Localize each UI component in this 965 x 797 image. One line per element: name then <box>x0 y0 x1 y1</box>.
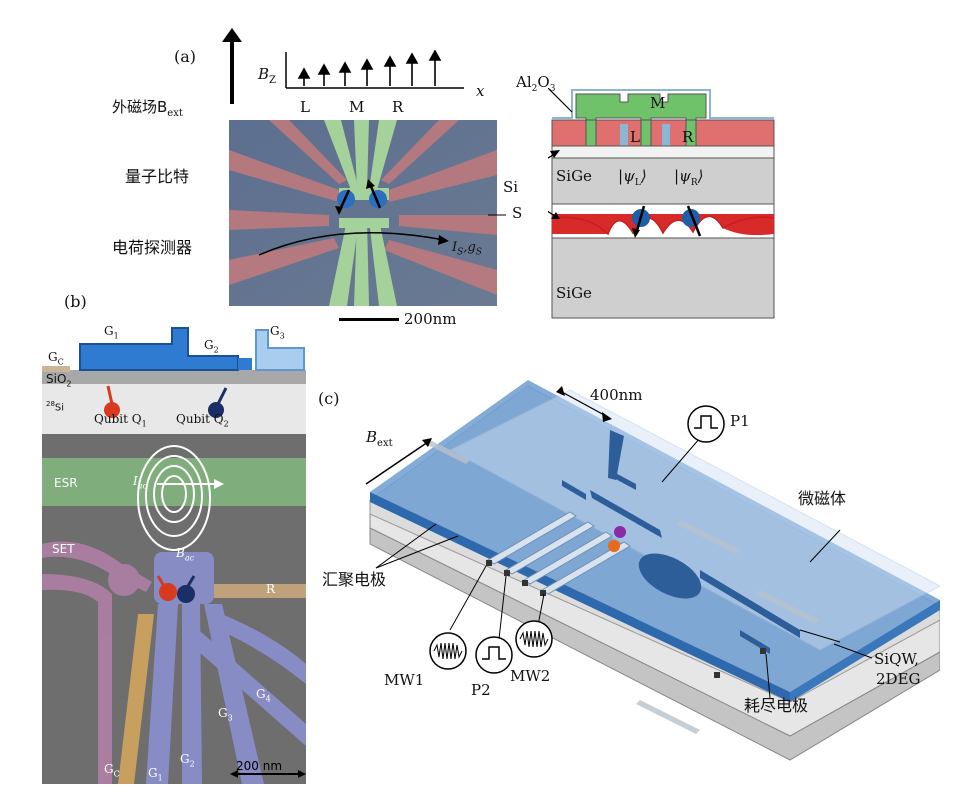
g1-label: G1 <box>104 324 119 341</box>
panel-c-label: (c) <box>318 389 340 408</box>
cross-r-label: R <box>682 128 694 146</box>
depletion-gate-label: 耗尽电极 <box>744 696 809 715</box>
panel-b-label: (b) <box>64 292 87 311</box>
g1-bottom-label: G1 <box>148 766 163 783</box>
p2-label: P2 <box>471 681 491 699</box>
scale-label-a: 200nm <box>404 310 457 328</box>
esr-label: ESR <box>54 476 78 490</box>
bext-label: 外磁场Bext <box>112 98 183 119</box>
cross-m-label: M <box>650 94 666 112</box>
qubit-q1-label: Qubit Q1 <box>94 412 147 429</box>
p1-label: P1 <box>730 412 750 430</box>
s-label: S <box>512 204 523 222</box>
qubit-q2-label: Qubit Q2 <box>176 412 229 429</box>
cross-section-a <box>548 88 775 319</box>
sem-image-a <box>229 120 497 306</box>
x-axis-label: x <box>476 82 485 100</box>
mw1-label: MW1 <box>384 671 425 689</box>
qubit-label: 量子比特 <box>125 167 190 186</box>
mw2-label: MW2 <box>510 667 551 685</box>
set-label: SET <box>52 542 75 556</box>
siqw-label: SiQW, <box>874 650 919 668</box>
si-label: Si <box>503 178 519 196</box>
cross-l-label: L <box>630 128 640 146</box>
psi-r-label: |ψR⟩ <box>674 167 704 188</box>
microwave-icon-mw2 <box>515 620 553 658</box>
si28-label: 28Si <box>46 400 65 414</box>
sige-bottom-label: SiGe <box>556 284 592 302</box>
siqw-pointer <box>833 643 873 659</box>
g2-label: G2 <box>204 338 219 355</box>
sige-top-label: SiGe <box>556 167 592 185</box>
microwave-icon-mw1 <box>429 632 467 670</box>
r-gate-label: R <box>266 582 276 596</box>
label-l: L <box>300 98 310 116</box>
device-cross-section-b <box>42 327 306 434</box>
sem-image-b <box>42 434 306 784</box>
bz-axis <box>285 50 464 89</box>
bext-label-c: Bext <box>366 428 393 449</box>
device-3d-c <box>365 380 940 761</box>
s-pointer <box>488 214 506 216</box>
sio2-label: SiO2 <box>46 372 72 389</box>
psi-l-label: |ψL⟩ <box>618 167 647 188</box>
twodeg-label: 2DEG <box>876 670 921 688</box>
g3-label: G3 <box>270 324 285 341</box>
pulse-icon-p1 <box>687 405 725 443</box>
gate-electrode-label: 汇聚电极 <box>322 570 387 589</box>
ls-gs-label: IS,gS <box>452 240 482 258</box>
gc-bottom-label: GC <box>104 762 120 779</box>
g4-bottom-label: G4 <box>256 687 271 704</box>
panel-a-label: (a) <box>174 47 197 66</box>
al2o3-label: Al2O3 <box>516 73 556 94</box>
scale-label-b: 200 nm <box>236 759 283 773</box>
label-r: R <box>392 98 404 116</box>
bext-arrow <box>222 28 242 104</box>
g3-bottom-label: G3 <box>218 706 233 723</box>
micromagnet-label: 微磁体 <box>798 489 847 508</box>
label-m: M <box>349 98 365 116</box>
bac-label: Bac <box>176 546 195 563</box>
g2-bottom-label: G2 <box>180 752 195 769</box>
scale-label-c: 400nm <box>590 386 643 404</box>
charge-detector-label: 电荷探测器 <box>112 238 193 257</box>
scale-bar-a <box>339 318 399 321</box>
gc-label: GC <box>48 350 64 367</box>
pulse-icon-p2 <box>475 636 513 674</box>
iac-label: Iac <box>133 474 147 491</box>
bz-label: BZ <box>258 65 276 86</box>
